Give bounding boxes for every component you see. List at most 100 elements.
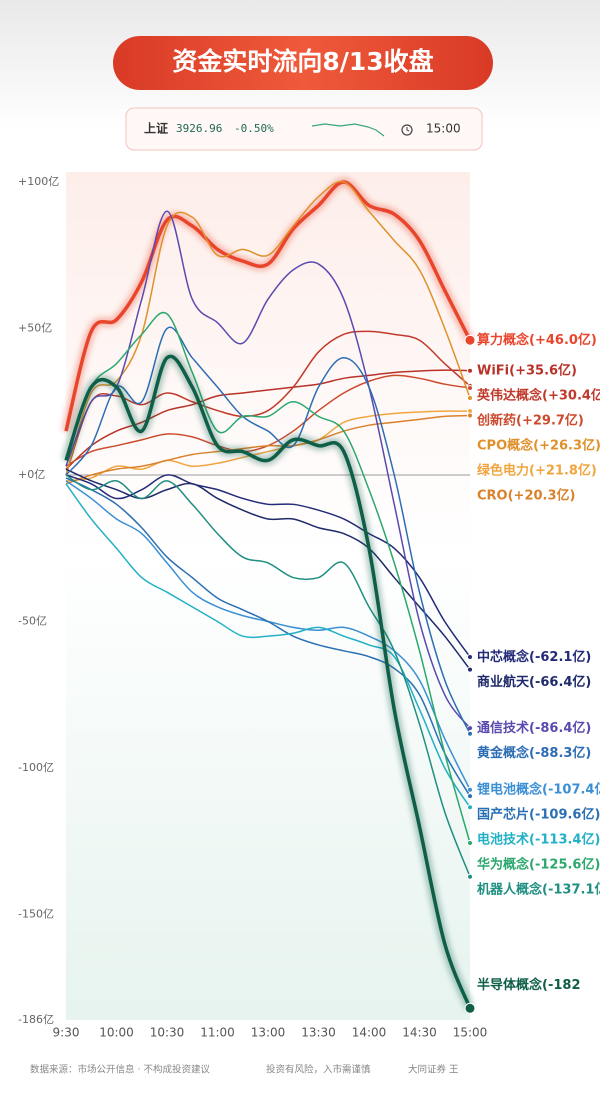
y-tick-label: -50亿 (18, 615, 47, 628)
series-label: 机器人概念(-137.1亿) (477, 881, 600, 897)
y-tick-label: +50亿 (18, 322, 52, 335)
legend-name: 国产芯片 (477, 806, 529, 822)
legend-name: 中芯概念 (477, 648, 529, 664)
x-tick-label: 13:00 (251, 1026, 286, 1040)
series-label: WiFi(+35.6亿) (477, 362, 577, 378)
value-label: (-107.4亿) (542, 781, 600, 797)
value-label: (+21.8亿) (529, 462, 597, 478)
series-line (65, 180, 471, 476)
end-dot (467, 873, 473, 880)
end-dot (467, 804, 473, 811)
series-label: 通信技术(-86.4亿) (477, 720, 591, 736)
series-label: 商业航天(-66.4亿) (477, 673, 591, 689)
series-line (65, 210, 471, 729)
legend-name: 创新药 (476, 412, 516, 428)
value-label: (+20.3亿) (508, 487, 576, 503)
legend-name: 黄金概念 (477, 745, 529, 761)
series-label: 英伟达概念(+30.4亿) (476, 387, 600, 403)
x-tick-label: 14:00 (352, 1026, 387, 1040)
series-line (64, 354, 472, 1009)
series-label: CRO(+20.3亿) (477, 487, 575, 503)
value-label: (-86.4亿) (529, 720, 591, 736)
series-label: 锂电池概念(-107.4亿) (477, 781, 600, 797)
value-label: (-125.6亿) (529, 856, 600, 872)
legend-name: 机器人概念 (477, 881, 542, 897)
clock-hands (406, 127, 410, 132)
legend-name: 商业航天 (477, 673, 530, 689)
end-dot (467, 367, 473, 374)
footer-brand: 大同证券 王 (408, 1064, 459, 1076)
x-tick-label: 11:00 (200, 1026, 235, 1040)
legend-name: 算力概念 (477, 332, 529, 348)
legend-name: WiFi (477, 363, 509, 378)
value-label: (-113.4亿) (529, 831, 600, 847)
series-line (65, 414, 471, 485)
value-label: (-62.1亿) (529, 648, 591, 664)
x-tick-label: 10:00 (99, 1026, 134, 1040)
value-label: (+35.6亿) (509, 362, 577, 378)
x-tick-label: 14:30 (402, 1026, 437, 1040)
legend-name: 锂电池概念 (477, 781, 542, 797)
legend-name: 华为概念 (477, 856, 529, 872)
x-tick-label: 13:30 (301, 1026, 336, 1040)
value-label: (-66.4亿) (529, 673, 591, 689)
series-line (65, 474, 471, 658)
y-tick-label: -186亿 (18, 1013, 54, 1026)
end-dot (464, 1002, 476, 1014)
series-label: 华为概念(-125.6亿) (477, 856, 600, 872)
index-change: -0.50% (234, 122, 274, 135)
legend-name: CRO (477, 488, 508, 503)
plot-area (66, 172, 470, 1020)
chart-title: 资金实时流向8/13收盘 (172, 47, 433, 76)
index-box (125, 107, 483, 151)
value-label: (+29.7亿) (516, 412, 584, 428)
series-label: 黄金概念(-88.3亿) (477, 745, 591, 761)
footer-risk: 投资有风险，入市需谨慎 (266, 1064, 371, 1076)
y-tick-label: -100亿 (18, 761, 54, 774)
series-label: 绿色电力(+21.8亿) (477, 462, 597, 478)
series-label: 半导体概念(-182 (477, 977, 581, 993)
value-label: (+26.3亿) (533, 437, 600, 453)
series-label: 中芯概念(-62.1亿) (477, 648, 591, 664)
legend-name: CPO概念 (477, 437, 533, 453)
series-label: 创新药(+29.7亿) (476, 412, 584, 428)
series-line (65, 326, 471, 735)
series-label: 国产芯片(-109.6亿) (477, 806, 600, 822)
series-line (65, 311, 471, 844)
x-tick-label: 10:30 (150, 1026, 185, 1040)
legend-name: 英伟达概念 (476, 387, 542, 403)
end-dot (467, 412, 473, 419)
end-dot (467, 394, 473, 401)
end-dot (467, 840, 473, 847)
title-pill (113, 36, 493, 90)
x-tick-label: 15:00 (453, 1026, 488, 1040)
series-line (65, 330, 471, 476)
end-dot (467, 793, 473, 800)
end-dot (464, 334, 476, 346)
series-label: 算力概念(+46.0亿) (477, 332, 597, 348)
value-label: (+30.4亿) (542, 387, 600, 403)
value-label: (+46.0亿) (529, 332, 597, 348)
end-dot (467, 786, 473, 793)
legend-name: 绿色电力 (477, 462, 529, 478)
y-tick-label: -150亿 (18, 908, 54, 921)
series-line (65, 410, 471, 482)
series-line (65, 474, 471, 877)
end-dot (467, 666, 473, 673)
value-label: (-182 (542, 978, 580, 993)
index-value: 3926.96 (176, 122, 222, 135)
end-dot (467, 384, 473, 391)
series-label: 电池技术(-113.4亿) (477, 831, 600, 847)
footer-source: 数据来源：市场公开信息 · 不构成投资建议 (30, 1064, 211, 1076)
x-tick-label: 9:30 (53, 1026, 80, 1040)
end-dot (467, 730, 473, 737)
legend-name: 半导体概念 (477, 977, 542, 993)
value-label: (-88.3亿) (529, 745, 591, 761)
index-name: 上证 (144, 121, 168, 136)
value-label: (-109.6亿) (529, 806, 600, 822)
y-tick-label: +0亿 (18, 468, 45, 481)
series-line (64, 180, 472, 432)
